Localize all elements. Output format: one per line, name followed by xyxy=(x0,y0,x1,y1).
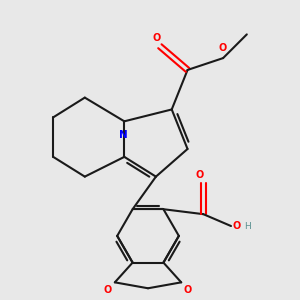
Text: O: O xyxy=(153,34,161,44)
Text: O: O xyxy=(184,285,192,295)
Text: H: H xyxy=(244,221,250,230)
Text: O: O xyxy=(219,44,227,53)
Text: O: O xyxy=(233,221,241,231)
Text: O: O xyxy=(195,170,203,180)
Text: O: O xyxy=(104,285,112,295)
Text: N: N xyxy=(119,130,128,140)
